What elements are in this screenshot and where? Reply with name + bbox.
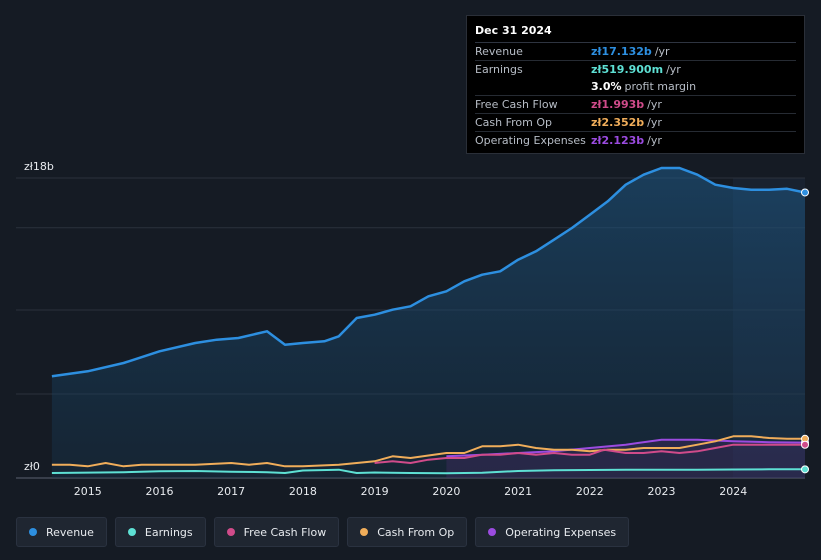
legend-dot-icon <box>360 528 369 536</box>
tooltip-row-opex: Operating Expenses zł2.123b /yr <box>475 132 796 149</box>
tooltip-row-earnings: Earnings zł519.900m /yr <box>475 61 796 78</box>
legend-label: Cash From Op <box>377 525 455 539</box>
legend-item-operating-expenses[interactable]: Operating Expenses <box>475 517 630 547</box>
tooltip-value: zł2.123b <box>591 134 645 147</box>
tooltip-value: zł17.132b <box>591 45 652 58</box>
tooltip-unit: /yr <box>666 63 681 76</box>
legend-label: Operating Expenses <box>505 525 617 539</box>
tooltip-row-cfo: Cash From Op zł2.352b /yr <box>475 114 796 132</box>
x-tick-label: 2024 <box>719 485 747 498</box>
series-line-earnings <box>51 468 805 475</box>
series-endpoint-earnings[interactable] <box>801 465 809 474</box>
tooltip-value: 3.0% <box>591 80 622 93</box>
tooltip-label: Earnings <box>475 63 523 76</box>
tooltip: Dec 31 2024 Revenue zł17.132b /yr Earnin… <box>466 15 805 154</box>
tooltip-row-fcf: Free Cash Flow zł1.993b /yr <box>475 96 796 114</box>
x-tick-label: 2023 <box>648 485 676 498</box>
tooltip-value: zł1.993b <box>591 98 645 111</box>
x-tick-label: 2015 <box>74 485 102 498</box>
legend-dot-icon <box>488 528 497 536</box>
tooltip-unit: /yr <box>654 45 670 58</box>
legend: Revenue Earnings Free Cash Flow Cash Fro… <box>16 517 630 547</box>
series-line-free-cash-flow <box>374 443 806 464</box>
legend-dot-icon <box>29 528 37 536</box>
legend-item-earnings[interactable]: Earnings <box>114 517 206 547</box>
x-tick-label: 2022 <box>576 485 604 498</box>
legend-item-cash-from-op[interactable]: Cash From Op <box>347 517 468 547</box>
tooltip-label: Free Cash Flow <box>475 98 558 111</box>
operating-expenses-area <box>446 439 805 478</box>
tooltip-row-margin: 3.0% profit margin <box>475 78 796 96</box>
x-axis-ticks: 2015 2016 2017 2018 2019 2020 2021 2022 2023 2024 <box>74 485 748 498</box>
x-tick-label: 2019 <box>361 485 389 498</box>
plot-area <box>51 166 809 478</box>
series-line-cash-from-op <box>51 435 805 468</box>
legend-item-free-cash-flow[interactable]: Free Cash Flow <box>213 517 340 547</box>
tooltip-unit: profit margin <box>624 80 697 93</box>
legend-item-revenue[interactable]: Revenue <box>16 517 107 547</box>
tooltip-date: Dec 31 2024 <box>475 24 796 43</box>
tooltip-unit: /yr <box>647 134 662 147</box>
series-endpoint-free-cash-flow[interactable] <box>801 440 809 449</box>
tooltip-value: zł2.352b <box>591 116 645 129</box>
legend-label: Free Cash Flow <box>243 525 327 539</box>
x-tick-label: 2018 <box>289 485 317 498</box>
legend-label: Revenue <box>46 525 94 539</box>
legend-dot-icon <box>127 528 136 536</box>
tooltip-value: zł519.900m <box>591 63 664 76</box>
tooltip-label: Cash From Op <box>475 116 553 129</box>
series-endpoint-revenue[interactable] <box>801 188 809 197</box>
y-tick-max: zł18b <box>24 160 54 173</box>
revenue-area <box>51 168 805 478</box>
tooltip-label: Operating Expenses <box>475 134 586 147</box>
x-tick-label: 2021 <box>504 485 532 498</box>
tooltip-unit: /yr <box>647 98 662 111</box>
x-tick-label: 2017 <box>217 485 245 498</box>
tooltip-label: Revenue <box>475 45 523 58</box>
series-line-revenue <box>51 166 806 378</box>
legend-label: Earnings <box>144 525 193 539</box>
x-tick-label: 2016 <box>145 485 173 498</box>
legend-dot-icon <box>226 528 235 536</box>
x-tick-label: 2020 <box>432 485 460 498</box>
tooltip-unit: /yr <box>647 116 662 129</box>
y-tick-zero: zł0 <box>24 460 40 473</box>
tooltip-row-revenue: Revenue zł17.132b /yr <box>475 43 796 61</box>
